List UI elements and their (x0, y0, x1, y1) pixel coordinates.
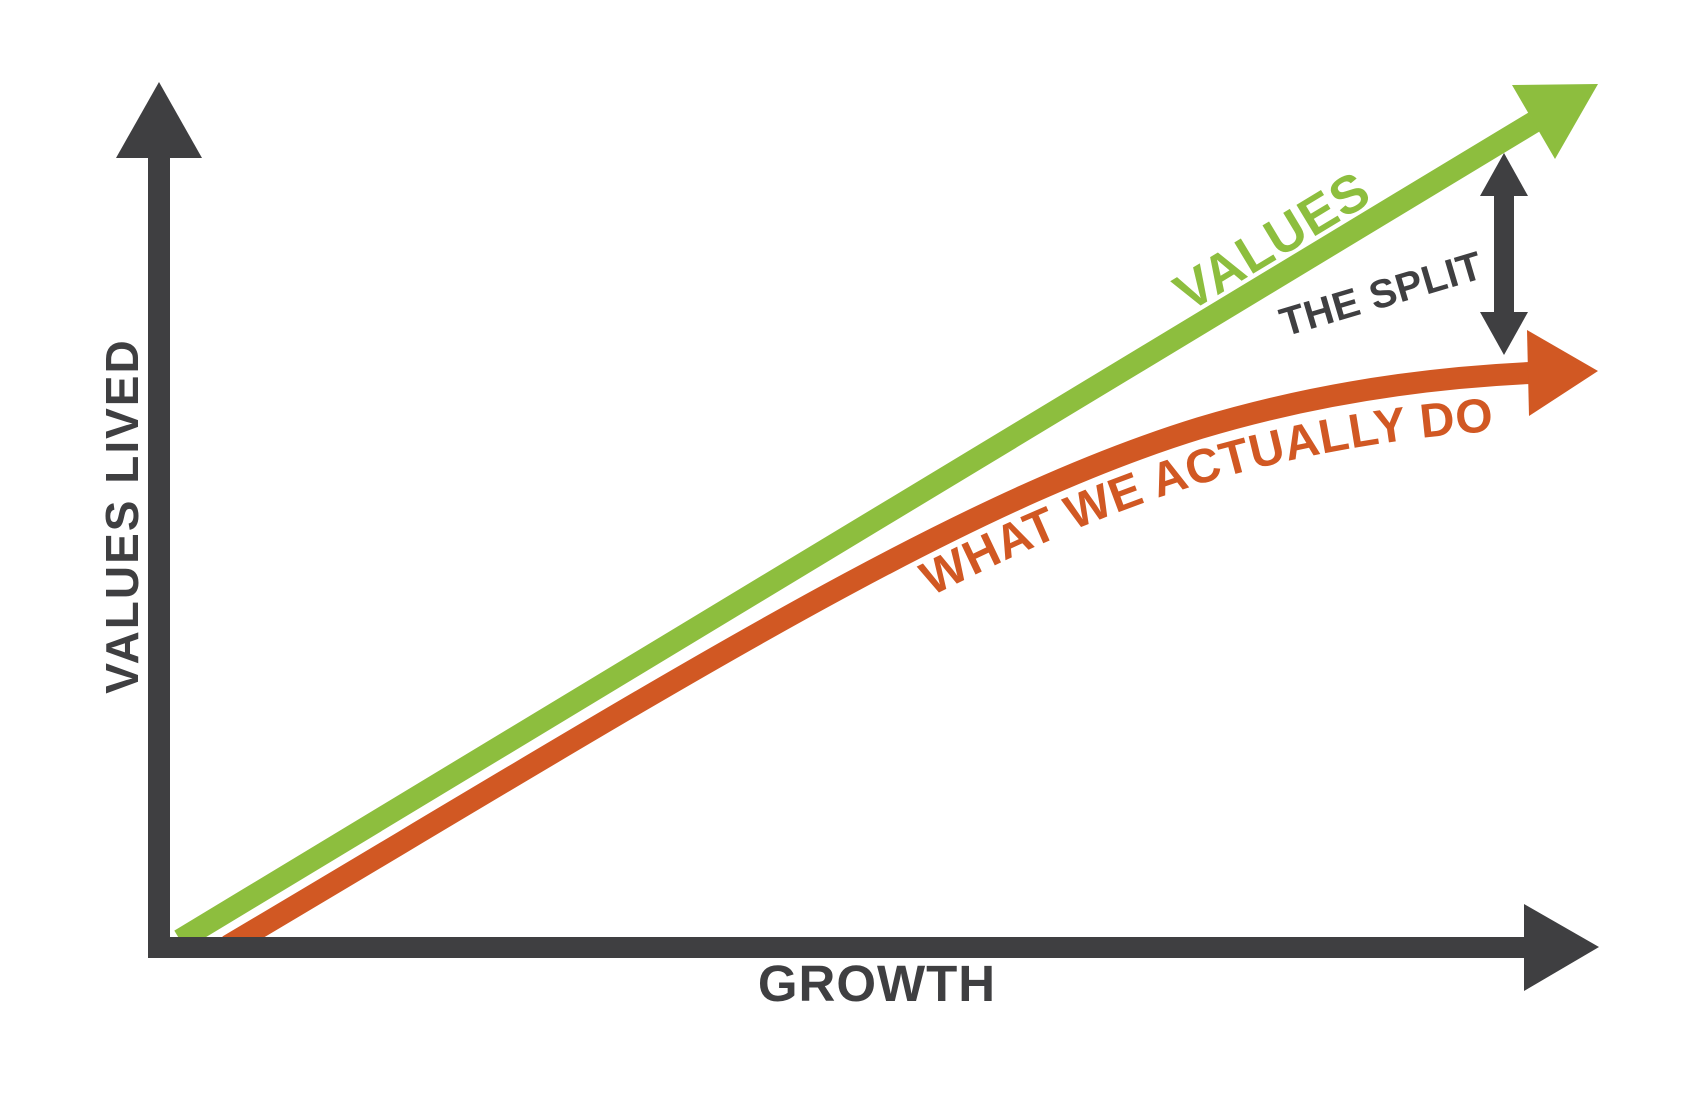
values-line (174, 112, 1540, 950)
actual-line-arrowhead-icon (1527, 330, 1598, 416)
x-axis-line (148, 937, 1527, 958)
split-arrow-shaft (1494, 190, 1514, 314)
split-arrow-down-head (1480, 312, 1528, 355)
y-axis-line (148, 140, 170, 958)
values-line-arrowhead-icon (1512, 84, 1598, 159)
split-arrow-up-head (1480, 153, 1528, 196)
x-axis-label: GROWTH (758, 955, 996, 1012)
split-double-arrow-icon (1480, 153, 1528, 355)
x-axis-arrowhead-icon (1524, 904, 1599, 991)
actual-line (222, 362, 1531, 956)
y-axis-label: VALUES LIVED (96, 338, 148, 693)
y-axis-arrowhead-icon (116, 82, 202, 158)
